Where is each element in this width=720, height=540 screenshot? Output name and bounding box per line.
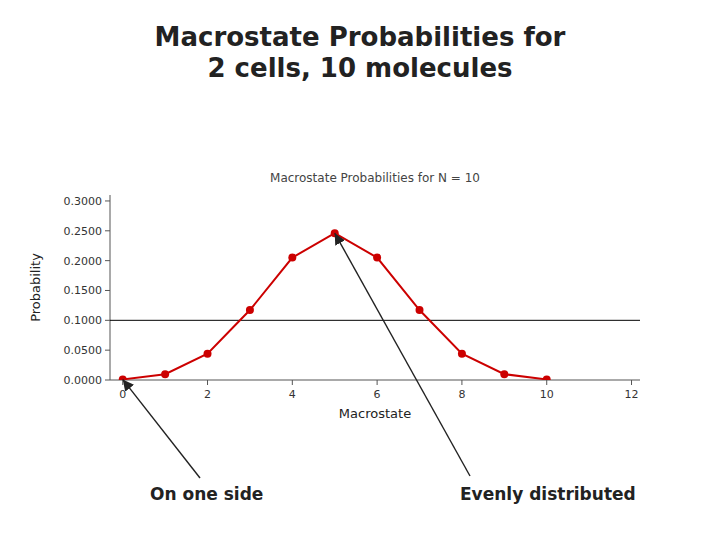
x-tick-label: 6 bbox=[374, 388, 381, 401]
point bbox=[119, 375, 127, 380]
y-tick bbox=[105, 320, 110, 321]
x-tick-label: 12 bbox=[625, 388, 639, 401]
x-tick-label: 4 bbox=[289, 388, 296, 401]
x-tick-label: 2 bbox=[204, 388, 211, 401]
chart: Macrostate Probabilities for2 cells, 10 … bbox=[0, 0, 720, 540]
y-tick-label: 0.0000 bbox=[64, 374, 103, 387]
x-axis bbox=[110, 380, 640, 381]
y-tick bbox=[105, 260, 110, 261]
y-tick-label: 0.0500 bbox=[64, 344, 103, 357]
y-tick bbox=[105, 200, 110, 201]
title-line: Macrostate Probabilities for bbox=[155, 22, 566, 52]
y-tick bbox=[105, 350, 110, 351]
y-tick bbox=[105, 290, 110, 291]
annotation-arrow bbox=[123, 379, 200, 478]
point bbox=[500, 370, 508, 378]
y-tick-label: 0.3000 bbox=[64, 195, 103, 208]
reference-line bbox=[110, 320, 640, 321]
point bbox=[204, 350, 212, 358]
point bbox=[288, 254, 296, 262]
x-axis-label: Macrostate bbox=[339, 406, 411, 421]
x-tick bbox=[461, 380, 462, 385]
x-tick-label: 0 bbox=[119, 388, 126, 401]
y-axis bbox=[110, 195, 111, 380]
y-tick bbox=[105, 230, 110, 231]
annotation: Evenly distributed bbox=[460, 484, 636, 504]
x-tick bbox=[377, 380, 378, 385]
y-tick-label: 0.1500 bbox=[64, 284, 103, 297]
x-tick bbox=[546, 380, 547, 385]
y-tick-label: 0.2000 bbox=[64, 255, 103, 268]
y-tick bbox=[105, 380, 110, 381]
point bbox=[161, 370, 169, 378]
point bbox=[458, 350, 466, 358]
subtitle: Macrostate Probabilities for N = 10 bbox=[270, 171, 480, 185]
x-tick bbox=[631, 380, 632, 385]
title: Macrostate Probabilities for2 cells, 10 … bbox=[155, 22, 566, 83]
y-axis-label: Probability bbox=[28, 253, 43, 322]
point bbox=[543, 375, 551, 380]
annotation-arrow bbox=[335, 233, 470, 476]
series-line bbox=[123, 233, 547, 379]
point bbox=[246, 306, 254, 314]
x-tick-label: 10 bbox=[540, 388, 554, 401]
annotation: On one side bbox=[150, 484, 263, 504]
x-tick bbox=[207, 380, 208, 385]
title-line: 2 cells, 10 molecules bbox=[207, 53, 512, 83]
point bbox=[373, 254, 381, 262]
point bbox=[416, 306, 424, 314]
y-tick-label: 0.1000 bbox=[64, 314, 103, 327]
y-tick-label: 0.2500 bbox=[64, 225, 103, 238]
x-tick-label: 8 bbox=[458, 388, 465, 401]
x-tick bbox=[292, 380, 293, 385]
